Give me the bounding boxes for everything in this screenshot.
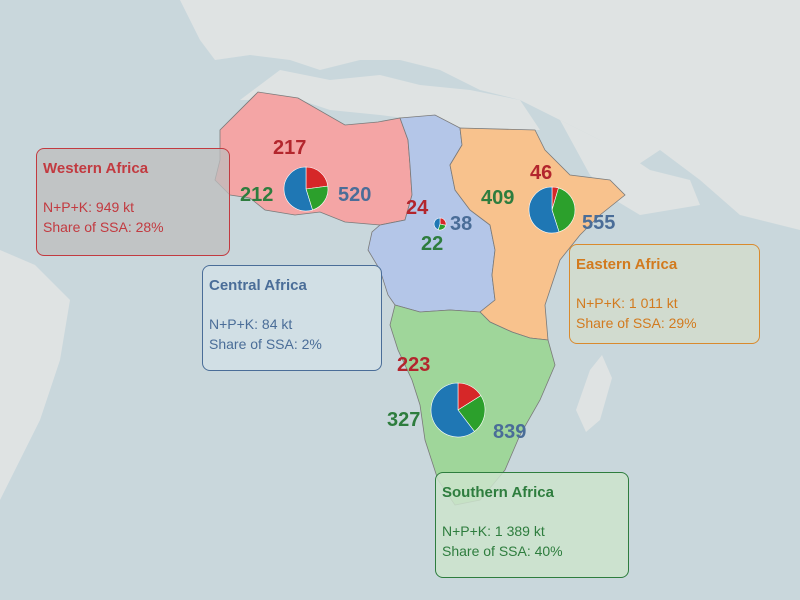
- southern-africa-value-red: 223: [397, 354, 431, 376]
- pie-slice-central-blue: [433, 217, 441, 231]
- land-europe-asia: [180, 0, 800, 230]
- central-africa-share: Share of SSA: 2%: [209, 336, 322, 352]
- pie-slice-western-red: [305, 166, 329, 190]
- eastern-africa-value-red: 46: [530, 162, 553, 184]
- southern-africa-total: N+P+K: 1 389 kt: [442, 523, 545, 539]
- southern-africa-info-box: Southern Africa N+P+K: 1 389 kt Share of…: [435, 472, 629, 578]
- land-north-africa: [240, 70, 540, 140]
- pie-slice-eastern-blue: [528, 186, 560, 234]
- eastern-africa-value-green: 409: [481, 187, 515, 209]
- western-africa-total: N+P+K: 949 kt: [43, 199, 135, 215]
- central-africa-title: Central Africa: [209, 277, 307, 294]
- pie-slice-southern-green: [457, 395, 486, 432]
- western-africa-value-blue: 520: [338, 184, 372, 206]
- land-arabia: [560, 120, 700, 215]
- central-africa-value-red: 24: [406, 197, 429, 219]
- western-africa-title: Western Africa: [43, 160, 149, 177]
- southern-africa-value-blue: 839: [493, 421, 527, 443]
- central-africa-total: N+P+K: 84 kt: [209, 316, 293, 332]
- southern-africa-title: Southern Africa: [442, 484, 554, 501]
- central-africa-value-green: 22: [421, 233, 444, 255]
- pie-slice-western-blue: [283, 166, 313, 212]
- eastern-africa-title: Eastern Africa: [576, 256, 678, 273]
- eastern-africa-value-blue: 555: [582, 212, 616, 234]
- western-africa-info-box: Western Africa N+P+K: 949 kt Share of SS…: [36, 148, 230, 256]
- western-africa-share: Share of SSA: 28%: [43, 219, 164, 235]
- eastern-africa-info-box: Eastern Africa N+P+K: 1 011 kt Share of …: [569, 244, 760, 344]
- eastern-africa-total: N+P+K: 1 011 kt: [576, 295, 678, 311]
- pie-central-africa: [433, 217, 447, 231]
- southern-africa-value-green: 327: [387, 409, 421, 431]
- central-africa-info-box: Central Africa N+P+K: 84 kt Share of SSA…: [202, 265, 382, 371]
- eastern-africa-share: Share of SSA: 29%: [576, 315, 697, 331]
- pie-slice-southern-blue: [430, 382, 475, 438]
- land-madagascar: [576, 355, 612, 432]
- pie-western-africa: [283, 166, 329, 212]
- land-south-america: [0, 250, 70, 500]
- western-africa-value-red: 217: [273, 137, 307, 159]
- southern-africa-share: Share of SSA: 40%: [442, 543, 563, 559]
- central-africa-value-blue: 38: [450, 213, 473, 235]
- pie-slice-eastern-green: [551, 187, 576, 233]
- pie-southern-africa: [430, 382, 486, 438]
- pie-eastern-africa: [528, 186, 576, 234]
- western-africa-value-green: 212: [240, 184, 274, 206]
